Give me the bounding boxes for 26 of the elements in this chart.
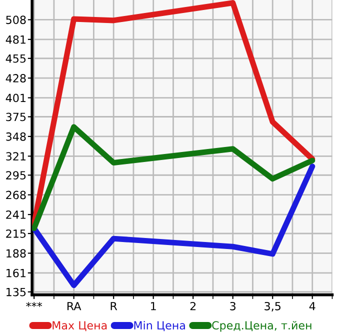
x-tick-label: 4 xyxy=(309,302,316,310)
y-tick-label: 188 xyxy=(6,249,26,258)
y-tick-label: 348 xyxy=(6,132,26,141)
x-tick-label: 2 xyxy=(190,302,196,310)
y-tick-label: 375 xyxy=(6,112,26,122)
y-tick-label: 295 xyxy=(6,171,26,180)
y-tick-label: 241 xyxy=(6,210,26,219)
y-tick-label: 135 xyxy=(6,288,26,296)
y-tick-label: 428 xyxy=(6,74,26,82)
legend-label: Min Цена xyxy=(134,320,185,332)
y-tick-label: 268 xyxy=(6,190,26,200)
x-tick-label: R xyxy=(110,302,118,310)
y-tick-label: 161 xyxy=(6,268,26,278)
x-tick-label: 3,5 xyxy=(264,302,280,312)
y-tick-label: 481 xyxy=(6,35,26,44)
y-tick-label: 508 xyxy=(6,16,26,24)
x-tick-label: 3 xyxy=(230,302,236,310)
x-tick-label: 1 xyxy=(151,302,156,310)
x-tick-label: RA xyxy=(67,302,82,310)
legend-label: Сред.Цена, т.йен xyxy=(212,321,312,332)
x-tick-label: *** xyxy=(26,302,42,308)
legend-label: Max Цена xyxy=(52,321,107,332)
y-tick-label: 321 xyxy=(6,152,26,161)
y-tick-label: 401 xyxy=(6,94,26,102)
y-tick-label: 455 xyxy=(6,54,26,63)
y-tick-label: 215 xyxy=(6,229,26,238)
